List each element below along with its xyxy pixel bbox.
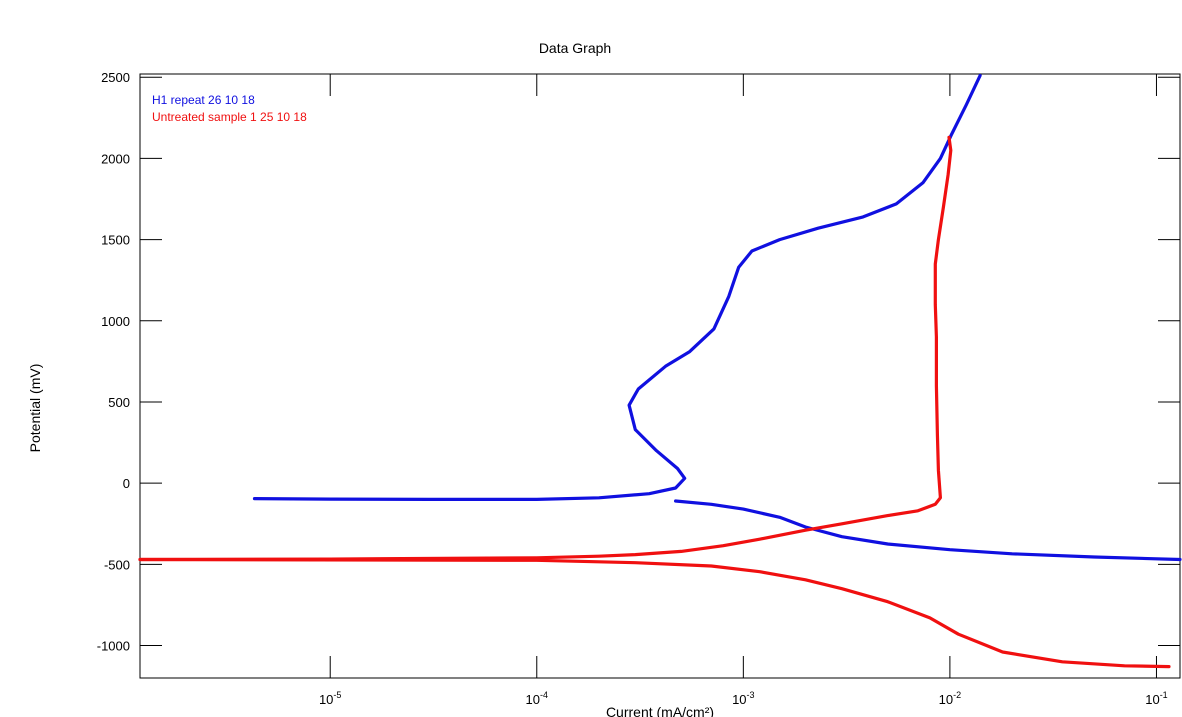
y-tick-label: -1000: [97, 639, 130, 654]
x-tick-label: 10-5: [319, 690, 341, 707]
x-tick-label: 10-2: [939, 690, 961, 707]
series-line-3: [138, 135, 953, 562]
x-tick-exponent: -4: [540, 690, 548, 700]
y-tick-label: 500: [108, 395, 130, 410]
x-tick-exponent: -5: [333, 690, 341, 700]
legend-entry-untreated: Untreated sample 1 25 10 18: [152, 110, 307, 124]
y-tick-label: -500: [104, 557, 130, 572]
series-line-2: [673, 499, 1182, 562]
x-tick-label: 10-3: [732, 690, 754, 707]
x-tick-base: 10: [526, 692, 540, 707]
x-tick-base: 10: [732, 692, 746, 707]
series-layer: [138, 73, 1182, 669]
y-tick-labels: -1000 -500 0 500 1000 1500 2000 2500: [97, 70, 130, 653]
y-tick-label: 2000: [101, 151, 130, 166]
y-tick-label: 2500: [101, 70, 130, 85]
y-tick-label: 1500: [101, 233, 130, 248]
x-tick-labels: 10-5 10-4 10-3 10-2 10-1: [319, 690, 1168, 707]
series-line-1: [252, 73, 982, 501]
x-tick-label: 10-1: [1145, 690, 1167, 707]
plot-area: [139, 73, 1181, 679]
series-line-4: [138, 557, 1171, 669]
y-axis-label: Potential (mV): [27, 364, 43, 453]
x-tick-base: 10: [939, 692, 953, 707]
x-tick-exponent: -3: [747, 690, 755, 700]
x-tick-exponent: -2: [953, 690, 961, 700]
chart-title: Data Graph: [539, 40, 611, 56]
x-tick-exponent: -1: [1160, 690, 1168, 700]
x-tick-label: 10-4: [526, 690, 548, 707]
x-axis-label: Current (mA/cm²): [606, 704, 714, 717]
x-tick-base: 10: [1145, 692, 1159, 707]
x-tick-base: 10: [319, 692, 333, 707]
legend-entry-h1: H1 repeat 26 10 18: [152, 93, 255, 107]
y-tick-label: 1000: [101, 314, 130, 329]
y-tick-label: 0: [123, 476, 130, 491]
axis-ticks: [140, 74, 1180, 678]
legend: H1 repeat 26 10 18 Untreated sample 1 25…: [152, 93, 307, 124]
